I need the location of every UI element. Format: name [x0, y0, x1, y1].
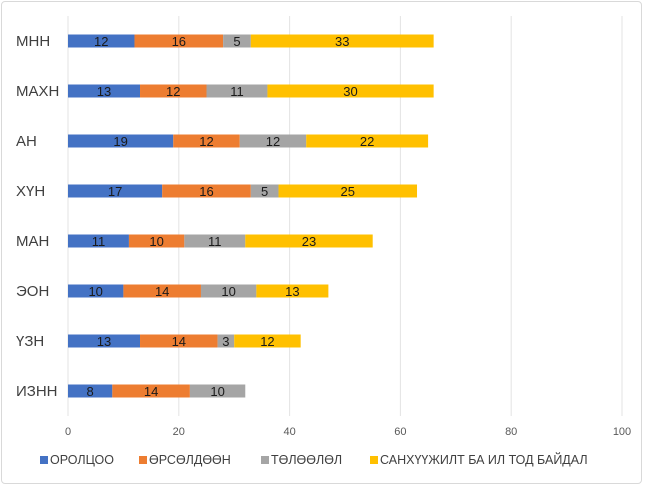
- data-label-6-0: 13: [97, 334, 111, 349]
- category-label-4: МАН: [16, 233, 49, 250]
- legend-swatch-1: [139, 456, 147, 464]
- data-label-3-0: 17: [108, 184, 122, 199]
- x-tick-label-80: 80: [505, 426, 517, 438]
- bar-segment-1-1: [140, 84, 207, 98]
- category-label-0: МНН: [16, 33, 50, 50]
- bar-segment-7-2: [189, 384, 246, 398]
- bar-segment-6-0: [68, 334, 141, 348]
- x-tick-label-100: 100: [613, 426, 631, 438]
- data-label-7-2: 10: [210, 384, 224, 399]
- bar-segment-2-2: [239, 134, 307, 148]
- legend-label-1: ӨРСӨЛДӨӨН: [149, 453, 231, 467]
- bar-segment-6-1: [140, 334, 218, 348]
- data-label-1-2: 11: [230, 84, 244, 99]
- bar-segment-3-1: [162, 184, 251, 198]
- bar-segment-6-2: [217, 334, 235, 348]
- bar-segment-3-3: [278, 184, 418, 198]
- data-label-2-2: 12: [266, 134, 280, 149]
- data-label-7-1: 14: [144, 384, 158, 399]
- bar-segment-5-2: [200, 284, 257, 298]
- bar-segment-0-2: [223, 34, 251, 48]
- data-label-4-2: 11: [208, 234, 222, 249]
- legend-label-2: ТӨЛӨӨЛӨЛ: [271, 453, 342, 467]
- bar-segment-1-2: [206, 84, 268, 98]
- data-label-6-2: 3: [222, 334, 229, 349]
- bar-segment-1-3: [267, 84, 434, 98]
- legend-label-0: ОРОЛЦОО: [50, 453, 114, 467]
- data-label-2-0: 19: [113, 134, 127, 149]
- data-label-3-2: 5: [261, 184, 268, 199]
- bar-segment-1-0: [68, 84, 141, 98]
- data-label-5-3: 13: [285, 284, 299, 299]
- data-label-7-0: 8: [87, 384, 94, 399]
- data-label-0-3: 33: [335, 34, 349, 49]
- x-tick-label-40: 40: [283, 426, 295, 438]
- data-label-4-3: 23: [302, 234, 316, 249]
- bar-segment-0-1: [134, 34, 224, 48]
- bar-segment-4-0: [68, 234, 129, 248]
- bar-segment-0-0: [68, 34, 135, 48]
- data-label-5-1: 14: [155, 284, 169, 299]
- data-label-0-1: 16: [172, 34, 186, 49]
- legend-label-3: САНХҮҮЖИЛТ БА ИЛ ТОД БАЙДАЛ: [380, 452, 588, 467]
- data-label-2-3: 22: [360, 134, 374, 149]
- bar-segment-2-1: [173, 134, 240, 148]
- category-label-3: ХҮН: [16, 183, 45, 200]
- bar-segment-7-1: [112, 384, 190, 398]
- legend-swatch-2: [261, 456, 269, 464]
- data-label-3-3: 25: [341, 184, 355, 199]
- bar-segment-5-1: [123, 284, 201, 298]
- category-label-1: МАХН: [16, 83, 59, 100]
- x-tick-label-0: 0: [65, 426, 71, 438]
- x-tick-label-20: 20: [173, 426, 185, 438]
- category-label-6: ҮЗН: [16, 333, 44, 350]
- data-label-5-0: 10: [88, 284, 102, 299]
- bar-segment-7-0: [68, 384, 113, 398]
- data-label-0-2: 5: [233, 34, 240, 49]
- data-label-3-1: 16: [199, 184, 213, 199]
- bar-segment-4-2: [184, 234, 246, 248]
- bar-segment-5-3: [256, 284, 329, 298]
- bar-segment-0-3: [250, 34, 434, 48]
- bar-segment-5-0: [68, 284, 124, 298]
- data-label-4-1: 10: [149, 234, 163, 249]
- category-label-5: ЭОН: [16, 283, 49, 300]
- bar-segment-3-0: [68, 184, 163, 198]
- data-label-5-2: 10: [221, 284, 235, 299]
- category-label-7: ИЗНН: [16, 383, 58, 400]
- legend-swatch-3: [370, 456, 378, 464]
- bar-segment-2-3: [306, 134, 429, 148]
- bar-segment-4-3: [245, 234, 373, 248]
- bar-segment-3-2: [250, 184, 279, 198]
- bar-segment-4-1: [128, 234, 185, 248]
- data-label-6-3: 12: [260, 334, 274, 349]
- category-label-2: АН: [16, 133, 37, 150]
- data-label-1-0: 13: [97, 84, 111, 99]
- data-label-2-1: 12: [199, 134, 213, 149]
- data-label-1-1: 12: [166, 84, 180, 99]
- bar-segment-6-3: [234, 334, 301, 348]
- data-label-6-1: 14: [172, 334, 186, 349]
- x-tick-label-60: 60: [394, 426, 406, 438]
- legend-swatch-0: [40, 456, 48, 464]
- data-label-0-0: 12: [94, 34, 108, 49]
- bar-segment-2-0: [68, 134, 174, 148]
- data-label-1-3: 30: [343, 84, 357, 99]
- data-label-4-0: 11: [92, 234, 106, 249]
